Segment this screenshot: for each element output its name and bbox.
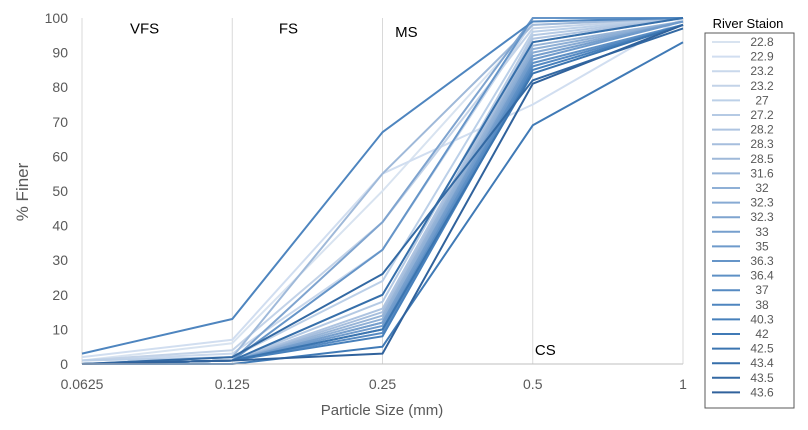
series-line-27 <box>81 17 684 362</box>
legend-entry: 36.4 <box>750 269 774 283</box>
legend-entry: 40.3 <box>750 312 774 326</box>
series-line-38 <box>81 17 684 355</box>
series-line-43-6 <box>81 23 684 365</box>
legend-entry: 31.6 <box>750 166 774 180</box>
x-tick-label: 0.0625 <box>61 376 104 392</box>
legend-entry: 43.5 <box>750 371 774 385</box>
x-tick-label: 0.5 <box>523 376 543 392</box>
zone-label: VFS <box>130 20 159 37</box>
legend: River Staion 22.822.923.223.22727.228.22… <box>704 16 795 409</box>
legend-entry: 43.6 <box>750 385 774 399</box>
y-tick-label: 80 <box>52 79 68 95</box>
x-tick-label: 1 <box>679 376 687 392</box>
legend-entry: 28.5 <box>750 152 774 166</box>
legend-entry: 22.9 <box>750 50 774 64</box>
legend-entry: 42.5 <box>750 342 774 356</box>
zone-label: CS <box>535 342 556 359</box>
legend-entry: 33 <box>755 225 769 239</box>
x-axis-title: Particle Size (mm) <box>321 402 444 419</box>
legend-entry: 23.2 <box>750 79 774 93</box>
legend-title: River Staion <box>713 16 784 31</box>
y-tick-label: 100 <box>45 10 69 26</box>
y-tick-label: 20 <box>52 287 68 303</box>
y-tick-label: 40 <box>52 218 68 234</box>
legend-entry: 22.8 <box>750 35 774 49</box>
legend-entry: 28.3 <box>750 137 774 151</box>
legend-entry: 36.3 <box>750 254 774 268</box>
axes: 0.0625 0.125 0.25 0.5 1010203040506070809010… <box>45 10 687 392</box>
legend-entry: 43.4 <box>750 356 774 370</box>
legend-entry: 38 <box>755 298 769 312</box>
x-tick-label: 0.125 <box>215 376 250 392</box>
y-tick-label: 10 <box>52 321 68 337</box>
y-tick-label: 90 <box>52 45 68 61</box>
legend-entry: 32.3 <box>750 210 774 224</box>
legend-entry: 42 <box>755 327 769 341</box>
zone-label: FS <box>279 20 298 37</box>
y-tick-label: 0 <box>60 356 68 372</box>
legend-entry: 32.3 <box>750 196 774 210</box>
legend-entry: 28.2 <box>750 123 774 137</box>
y-tick-label: 70 <box>52 114 68 130</box>
y-tick-label: 60 <box>52 148 68 164</box>
legend-entry: 23.2 <box>750 64 774 78</box>
legend-entry: 37 <box>755 283 769 297</box>
series-lines <box>81 17 684 365</box>
zone-label: MS <box>395 24 418 41</box>
legend-entry: 27 <box>755 93 769 107</box>
y-axis-title: % Finer <box>13 162 32 221</box>
legend-entry: 35 <box>755 239 769 253</box>
legend-entry: 32 <box>755 181 769 195</box>
legend-box <box>704 32 795 409</box>
y-tick-label: 50 <box>52 183 68 199</box>
x-tick-label: 0.25 <box>369 376 396 392</box>
legend-entry: 27.2 <box>750 108 774 122</box>
zone-labels: VFS FS MS CS <box>130 20 556 359</box>
y-tick-label: 30 <box>52 252 68 268</box>
series-line-43-5 <box>81 27 684 365</box>
legend-items: 22.822.923.223.22727.228.228.328.531.632… <box>712 35 774 399</box>
